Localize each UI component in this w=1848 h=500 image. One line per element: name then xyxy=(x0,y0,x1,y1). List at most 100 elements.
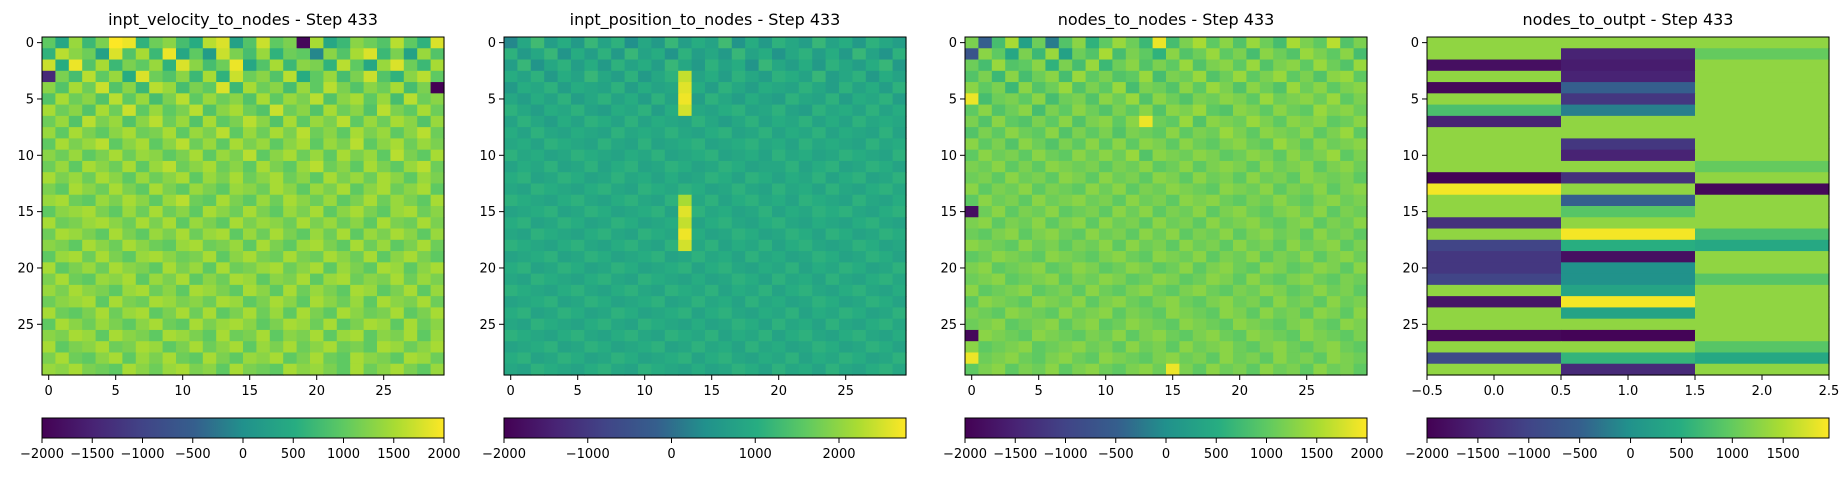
heatmap-cell xyxy=(892,172,907,185)
heatmap-cell xyxy=(1340,172,1355,185)
heatmap-cell xyxy=(1192,70,1207,83)
heatmap-cell xyxy=(504,284,518,297)
heatmap-cell xyxy=(798,262,813,275)
heatmap-cell xyxy=(991,341,1006,354)
heatmap-cell xyxy=(758,341,773,354)
heatmap-cell xyxy=(1259,138,1274,151)
heatmap-cell xyxy=(336,296,351,308)
heatmap-cell xyxy=(135,273,150,286)
heatmap-cell xyxy=(122,149,137,162)
heatmap-cell xyxy=(229,172,244,185)
heatmap-cell xyxy=(1340,127,1355,139)
heatmap-cell xyxy=(403,115,418,128)
heatmap-cell xyxy=(269,194,284,207)
heatmap-cell xyxy=(1300,70,1314,83)
heatmap-cell xyxy=(1058,262,1073,275)
heatmap-cell xyxy=(336,160,351,173)
heatmap-cell xyxy=(718,183,733,196)
heatmap-cell xyxy=(852,284,867,297)
heatmap-cell xyxy=(678,37,693,49)
heatmap-cell xyxy=(839,115,853,128)
heatmap-cell xyxy=(865,341,880,354)
heatmap-cell xyxy=(852,127,867,139)
heatmap-cell xyxy=(95,183,110,196)
heatmap-cell xyxy=(1219,251,1234,263)
heatmap-cell xyxy=(1206,217,1221,230)
heatmap-cell xyxy=(664,341,679,354)
x-tick-label: 10 xyxy=(636,384,653,399)
heatmap-cell xyxy=(758,206,773,218)
heatmap-cell xyxy=(162,172,177,185)
heatmap-cell xyxy=(390,284,405,297)
heatmap-cell xyxy=(718,352,733,365)
heatmap-cell xyxy=(691,352,706,365)
heatmap-cell xyxy=(1125,262,1140,275)
heatmap-cell xyxy=(176,239,190,252)
heatmap-cell xyxy=(1353,183,1368,196)
heatmap-cell xyxy=(1340,341,1355,354)
heatmap-cell xyxy=(377,183,391,196)
heatmap-cell xyxy=(149,93,164,106)
heatmap-cell xyxy=(530,284,545,297)
heatmap-cell xyxy=(1032,183,1046,196)
heatmap-cell xyxy=(865,307,880,320)
heatmap-cell xyxy=(1561,138,1696,151)
heatmap-cell xyxy=(256,251,271,263)
heatmap-cell xyxy=(95,296,110,308)
heatmap-cell xyxy=(892,37,907,49)
heatmap-cell xyxy=(1561,262,1696,275)
heatmap-cell xyxy=(1112,194,1127,207)
heatmap-cell xyxy=(323,239,338,252)
colorbar-gradient xyxy=(1426,417,1830,439)
heatmap-cell xyxy=(430,239,445,252)
heatmap-cell xyxy=(1179,262,1194,275)
heatmap-cell xyxy=(772,138,786,151)
heatmap-cell xyxy=(1112,115,1127,128)
heatmap-cell xyxy=(691,127,706,139)
heatmap-cell xyxy=(95,318,110,331)
heatmap-cell xyxy=(323,93,338,106)
heatmap-cell xyxy=(1005,228,1020,241)
heatmap-frame xyxy=(503,36,907,376)
heatmap-cell xyxy=(530,262,545,275)
heatmap-cell xyxy=(1112,48,1127,61)
heatmap-cell xyxy=(229,104,244,117)
heatmap-cell xyxy=(597,115,612,128)
heatmap-cell xyxy=(651,70,666,83)
heatmap-cell xyxy=(269,341,284,354)
heatmap-cell xyxy=(1695,160,1830,173)
heatmap-cell xyxy=(403,284,418,297)
y-tick-label: 5 xyxy=(488,92,496,107)
heatmap-cell xyxy=(1353,149,1368,162)
y-tick-label: 10 xyxy=(17,149,34,164)
heatmap-cell xyxy=(978,194,993,207)
heatmap-cell xyxy=(852,251,867,263)
heatmap-cell xyxy=(839,296,853,308)
heatmap-cell xyxy=(390,37,405,49)
heatmap-cell xyxy=(772,273,786,286)
heatmap-cell xyxy=(1695,262,1830,275)
heatmap-cell xyxy=(135,149,150,162)
heatmap-cell xyxy=(310,48,324,61)
heatmap-cell xyxy=(1353,194,1368,207)
heatmap-cell xyxy=(1206,160,1221,173)
heatmap-cell xyxy=(825,296,840,308)
heatmap-cell xyxy=(705,149,719,162)
heatmap-cell xyxy=(350,273,365,286)
heatmap-cell xyxy=(176,307,190,320)
heatmap-cell xyxy=(1032,138,1046,151)
heatmap-cell xyxy=(651,104,666,117)
heatmap-cell xyxy=(296,183,311,196)
heatmap-cell xyxy=(965,341,979,354)
heatmap-cell xyxy=(176,363,190,376)
heatmap-cell xyxy=(504,228,518,241)
heatmap-cell xyxy=(991,251,1006,263)
heatmap-cell xyxy=(377,206,391,218)
heatmap-cell xyxy=(1125,172,1140,185)
heatmap-cell xyxy=(638,172,652,185)
heatmap-cell xyxy=(879,138,894,151)
heatmap-cell xyxy=(417,318,432,331)
heatmap-cell xyxy=(798,228,813,241)
